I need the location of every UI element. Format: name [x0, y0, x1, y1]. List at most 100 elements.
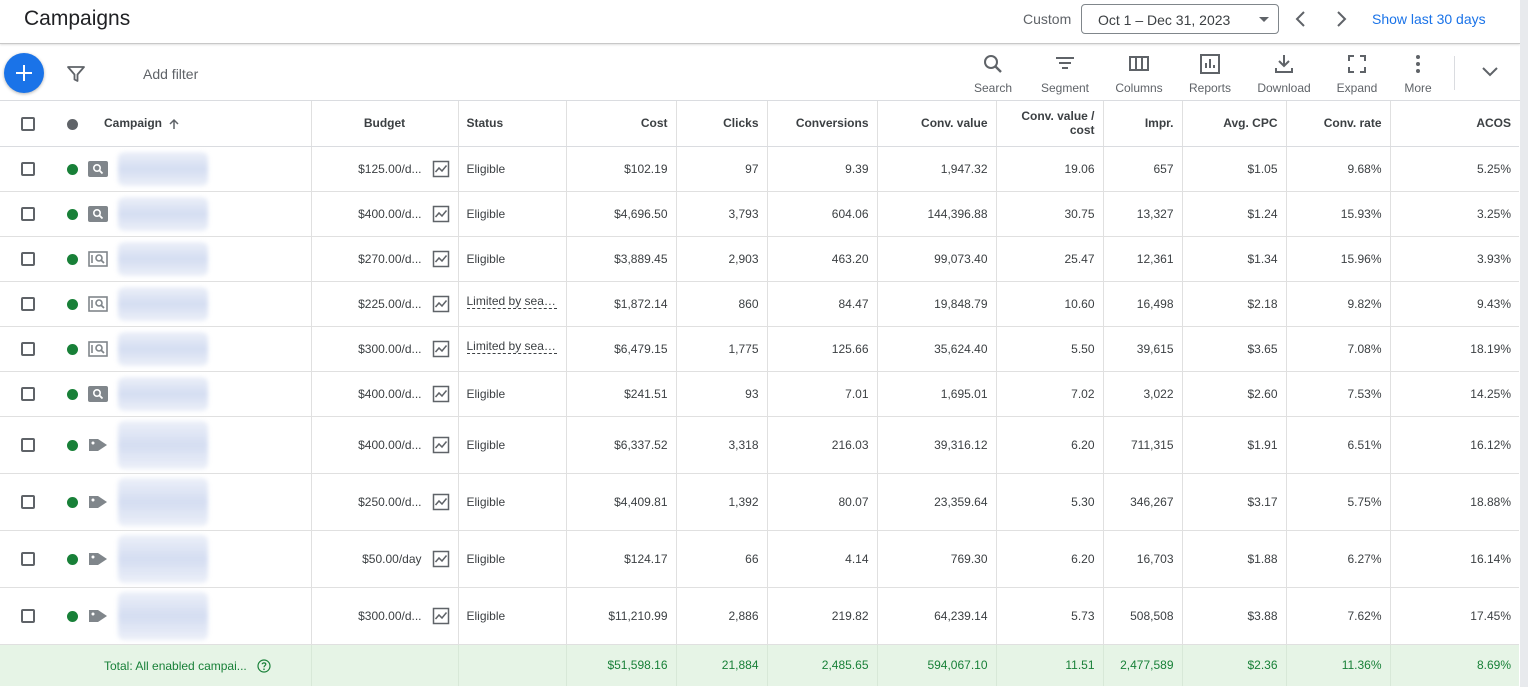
budget-value[interactable]: $270.00/d... — [358, 251, 422, 266]
table-row[interactable]: $270.00/d... Eligible $3,889.45 2,903 463.20… — [0, 236, 1519, 282]
row-checkbox[interactable] — [21, 551, 35, 566]
enabled-status-dot[interactable] — [66, 343, 78, 355]
table-row[interactable]: $400.00/d... Eligible $241.51 93 7.01 1,695.0… — [0, 371, 1519, 417]
budget-value[interactable]: $300.00/d... — [358, 341, 422, 356]
table-row[interactable]: $400.00/d... Eligible $4,696.50 3,793 604.06… — [0, 191, 1519, 237]
enabled-status-dot[interactable] — [66, 496, 78, 508]
campaign-name-redacted[interactable] — [118, 151, 208, 186]
column-header-avg-cpc[interactable]: Avg. CPC — [1182, 101, 1287, 147]
campaign-name-cell[interactable] — [88, 281, 312, 327]
reports-tool-button[interactable]: Reports — [1186, 53, 1234, 97]
row-checkbox[interactable] — [21, 341, 35, 356]
row-checkbox[interactable] — [21, 296, 35, 311]
filter-icon[interactable] — [66, 64, 86, 84]
table-row[interactable]: $50.00/day Eligible $124.17 66 4.14 769.30 6.2… — [0, 530, 1519, 588]
budget-value[interactable]: $125.00/d... — [358, 161, 422, 176]
budget-report-icon[interactable] — [432, 295, 450, 313]
campaign-name-cell[interactable] — [88, 473, 312, 531]
column-header-acos[interactable]: ACOS — [1390, 101, 1519, 147]
table-row[interactable]: $300.00/d... Limited by sear... $6,479.15 1… — [0, 326, 1519, 372]
help-icon[interactable] — [257, 659, 271, 673]
budget-report-icon[interactable] — [432, 385, 450, 403]
enabled-status-dot[interactable] — [66, 253, 78, 265]
chevron-right-icon[interactable] — [1331, 9, 1351, 29]
enabled-status-dot[interactable] — [66, 553, 78, 565]
campaign-name-redacted[interactable] — [118, 534, 208, 583]
budget-report-icon[interactable] — [432, 250, 450, 268]
enabled-status-dot[interactable] — [66, 163, 78, 175]
row-checkbox[interactable] — [21, 437, 35, 452]
show-last-30-days-link[interactable]: Show last 30 days — [1372, 11, 1486, 27]
campaign-name-redacted[interactable] — [118, 331, 208, 366]
column-header-conv-value-cost[interactable]: Conv. value / cost — [996, 101, 1104, 147]
column-header-cost[interactable]: Cost — [566, 101, 677, 147]
budget-value[interactable]: $225.00/d... — [358, 296, 422, 311]
segment-tool-button[interactable]: Segment — [1038, 53, 1092, 97]
table-row[interactable]: $225.00/d... Limited by sear... $1,872.14 8… — [0, 281, 1519, 327]
campaign-name-cell[interactable] — [88, 416, 312, 474]
row-checkbox[interactable] — [21, 251, 35, 266]
table-row[interactable]: $250.00/d... Eligible $4,409.81 1,392 80.07 2… — [0, 473, 1519, 531]
campaign-name-cell[interactable] — [88, 371, 312, 417]
budget-value[interactable]: $300.00/d... — [358, 608, 422, 623]
budget-value[interactable]: $250.00/d... — [358, 494, 422, 509]
budget-report-icon[interactable] — [432, 550, 450, 568]
campaign-name-cell[interactable] — [88, 146, 312, 192]
status-filter-dot[interactable] — [66, 118, 78, 130]
row-checkbox[interactable] — [21, 494, 35, 509]
campaign-name-cell[interactable] — [88, 530, 312, 588]
budget-report-icon[interactable] — [432, 340, 450, 358]
budget-report-icon[interactable] — [432, 607, 450, 625]
budget-value[interactable]: $400.00/d... — [358, 386, 422, 401]
table-row[interactable]: $300.00/d... Eligible $11,210.99 2,886 219.8… — [0, 587, 1519, 645]
column-header-status[interactable]: Status — [458, 101, 567, 147]
table-row[interactable]: $400.00/d... Eligible $6,337.52 3,318 216.03… — [0, 416, 1519, 474]
campaign-name-redacted[interactable] — [118, 420, 208, 469]
enabled-status-dot[interactable] — [66, 388, 78, 400]
column-header-impr[interactable]: Impr. — [1103, 101, 1183, 147]
row-checkbox[interactable] — [21, 608, 35, 623]
campaign-name-redacted[interactable] — [118, 376, 208, 411]
more-tool-button[interactable]: More — [1398, 53, 1438, 97]
status-value[interactable]: Limited by sear... — [466, 295, 557, 309]
budget-value[interactable]: $50.00/day — [362, 551, 422, 566]
campaign-name-redacted[interactable] — [118, 591, 208, 640]
add-filter-button[interactable]: Add filter — [143, 66, 199, 82]
campaign-name-redacted[interactable] — [118, 477, 208, 526]
budget-report-icon[interactable] — [432, 493, 450, 511]
status-value[interactable]: Limited by sear... — [466, 340, 557, 354]
download-tool-button[interactable]: Download — [1255, 53, 1313, 97]
add-campaign-button[interactable] — [4, 53, 44, 93]
columns-tool-button[interactable]: Columns — [1113, 53, 1165, 97]
search-tool-button[interactable]: Search — [972, 53, 1014, 97]
campaign-name-redacted[interactable] — [118, 286, 208, 321]
row-checkbox[interactable] — [21, 386, 35, 401]
campaign-name-cell[interactable] — [88, 236, 312, 282]
chevron-down-icon[interactable] — [1480, 65, 1500, 79]
table-row[interactable]: $125.00/d... Eligible $102.19 97 9.39 1,947.3… — [0, 146, 1519, 192]
budget-report-icon[interactable] — [432, 160, 450, 178]
column-header-conversions[interactable]: Conversions — [767, 101, 878, 147]
column-header-conv-rate[interactable]: Conv. rate — [1286, 101, 1391, 147]
budget-report-icon[interactable] — [432, 436, 450, 454]
campaign-name-redacted[interactable] — [118, 241, 208, 276]
campaign-name-cell[interactable] — [88, 326, 312, 372]
column-header-campaign[interactable]: Campaign — [88, 101, 312, 147]
column-header-budget[interactable]: Budget — [311, 101, 459, 147]
select-all-checkbox[interactable] — [21, 116, 35, 131]
budget-value[interactable]: $400.00/d... — [358, 206, 422, 221]
budget-value[interactable]: $400.00/d... — [358, 437, 422, 452]
campaign-name-redacted[interactable] — [118, 196, 208, 231]
expand-tool-button[interactable]: Expand — [1334, 53, 1380, 97]
column-header-clicks[interactable]: Clicks — [676, 101, 768, 147]
chevron-left-icon[interactable] — [1291, 9, 1311, 29]
enabled-status-dot[interactable] — [66, 298, 78, 310]
enabled-status-dot[interactable] — [66, 208, 78, 220]
enabled-status-dot[interactable] — [66, 610, 78, 622]
vertical-scrollbar[interactable] — [1520, 0, 1528, 687]
row-checkbox[interactable] — [21, 206, 35, 221]
column-header-conv-value[interactable]: Conv. value — [877, 101, 997, 147]
budget-report-icon[interactable] — [432, 205, 450, 223]
campaign-name-cell[interactable] — [88, 191, 312, 237]
enabled-status-dot[interactable] — [66, 439, 78, 451]
